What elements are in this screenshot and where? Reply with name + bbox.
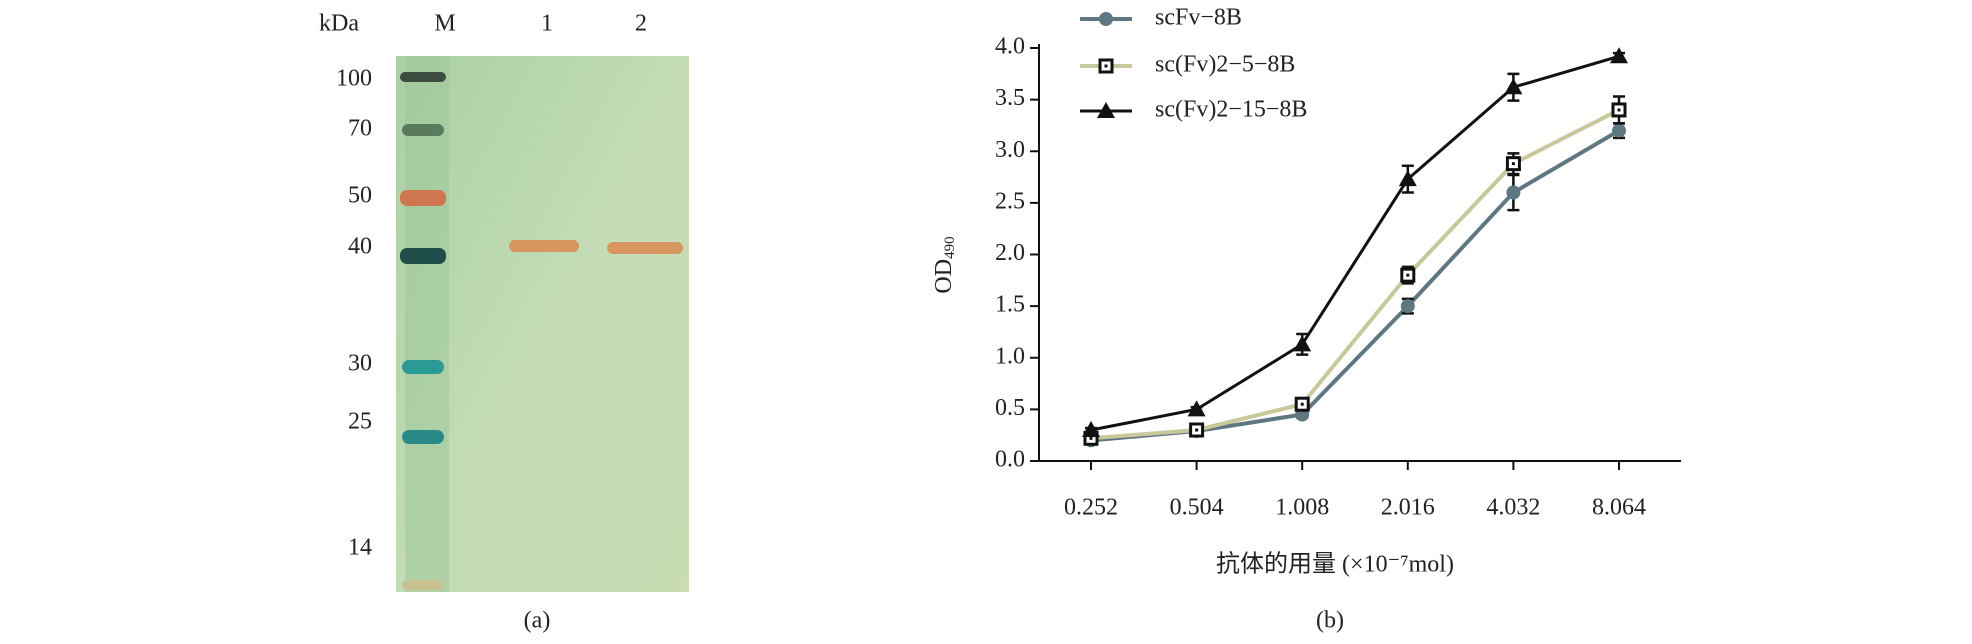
lane-label: kDa: [319, 11, 359, 37]
ladder-band: [402, 430, 444, 444]
gel-panel: kDa M 1 2 100 70 50 40 30 25 14 (a): [319, 11, 689, 634]
chart: 0.0 0.5 1.0 1.5 2.0 2.5 3.0 3.5 4.0 0.252 0.504 1.0…: [931, 5, 1681, 634]
marker: [1610, 47, 1628, 64]
marker-label: 30: [348, 351, 372, 377]
marker-dot: [1617, 108, 1621, 112]
legend-label: sc(Fv)2−15−8B: [1155, 97, 1307, 123]
marker-label: 25: [348, 409, 372, 435]
y-tick-label: 4.0: [995, 34, 1025, 60]
caption: (b): [1316, 608, 1344, 634]
ladder-band: [402, 580, 444, 590]
marker-dot: [1511, 162, 1515, 166]
ladder-band: [402, 360, 444, 374]
y-tick-label: 1.5: [995, 292, 1025, 318]
lane-label: M: [434, 11, 455, 37]
marker: [1611, 102, 1627, 118]
marker: [1082, 421, 1100, 438]
lane-label: 1: [541, 11, 553, 37]
y-tick-label: 3.5: [995, 85, 1025, 111]
marker-label: 14: [348, 535, 372, 561]
protein-band: [607, 242, 683, 254]
marker: [1398, 170, 1417, 187]
x-tick-label: 1.008: [1275, 495, 1329, 521]
marker: [1189, 422, 1205, 438]
marker: [1097, 102, 1115, 118]
ladder-band: [400, 72, 446, 82]
marker: [1187, 400, 1206, 417]
marker-dot: [1300, 402, 1304, 406]
marker-label: 70: [348, 116, 372, 142]
x-tick-label: 4.032: [1486, 495, 1540, 521]
y-tick-label: 3.0: [995, 137, 1025, 163]
lane-label: 2: [635, 11, 647, 37]
ladder-band: [400, 190, 446, 206]
x-tick-label: 0.504: [1170, 495, 1224, 521]
y-tick-label: 2.5: [995, 188, 1025, 214]
marker-label: 50: [348, 183, 372, 209]
x-axis-label: 抗体的用量 (×10⁻⁷mol): [1216, 551, 1454, 578]
x-tick-label: 0.252: [1064, 495, 1118, 521]
marker-label: 100: [336, 66, 372, 92]
ladder-band: [402, 124, 444, 136]
y-axis-label-sub: 490: [942, 236, 958, 259]
y-tick-label: 2.0: [995, 240, 1025, 266]
marker: [1099, 12, 1113, 26]
marker: [1505, 156, 1521, 172]
y-tick-label: 1.0: [995, 343, 1025, 369]
series-line: [1090, 128, 1621, 443]
y-tick-label: 0.0: [995, 447, 1025, 473]
y-tick-label: 0.5: [995, 395, 1025, 421]
y-axis-label: OD490: [931, 236, 959, 293]
x-tick-label: 2.016: [1381, 495, 1435, 521]
marker-dot: [1104, 64, 1108, 68]
marker: [1506, 185, 1521, 200]
marker-dot: [1195, 428, 1199, 432]
ladder-band: [400, 248, 446, 264]
ladder-lane: [405, 56, 449, 592]
marker-dot: [1089, 436, 1093, 440]
series-line: [1090, 108, 1620, 441]
marker: [1504, 78, 1523, 95]
marker-label: 40: [348, 234, 372, 260]
series-line: [1090, 54, 1620, 432]
x-tick-label: 8.064: [1592, 495, 1646, 521]
legend-label: scFv−8B: [1155, 5, 1242, 31]
marker: [1400, 267, 1416, 283]
caption: (a): [524, 608, 551, 634]
marker: [1098, 58, 1114, 74]
protein-band: [509, 240, 579, 252]
legend-label: sc(Fv)2−5−8B: [1155, 52, 1295, 78]
gel-labels: kDa M 1 2 100 70 50 40 30 25 14 (a): [319, 11, 647, 634]
y-axis-label-main: OD: [931, 259, 957, 294]
marker: [1612, 123, 1626, 138]
marker-dot: [1406, 273, 1410, 277]
marker: [1293, 335, 1312, 352]
marker: [1400, 299, 1415, 314]
marker: [1294, 396, 1310, 412]
